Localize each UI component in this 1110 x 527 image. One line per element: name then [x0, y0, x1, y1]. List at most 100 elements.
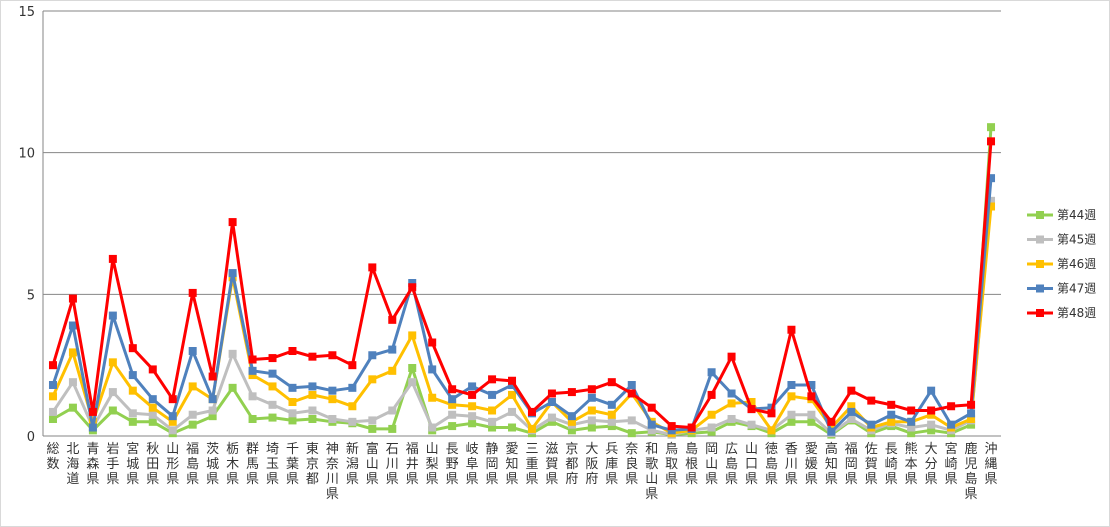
data-point: [747, 420, 756, 429]
data-point: [867, 396, 876, 405]
data-point: [348, 417, 357, 426]
x-tick-label: 宮城県: [126, 441, 139, 487]
data-point: [108, 388, 117, 397]
data-point: [787, 410, 796, 419]
data-point: [488, 406, 497, 415]
data-point: [448, 422, 457, 431]
data-point: [288, 409, 297, 418]
data-point: [547, 417, 556, 426]
x-tick-label: 熊本県: [905, 441, 918, 487]
data-point: [408, 283, 417, 292]
x-tick-label: 秋田県: [146, 442, 159, 487]
data-point: [587, 406, 596, 415]
data-point: [408, 364, 417, 372]
data-point: [927, 386, 936, 395]
data-point: [787, 381, 796, 389]
data-point: [627, 389, 636, 398]
data-point: [248, 371, 257, 380]
x-tick-label: 栃木県: [226, 442, 239, 487]
data-point: [508, 407, 517, 416]
legend-label: 第45週: [1057, 233, 1096, 247]
data-point: [488, 423, 497, 432]
series-line-5: [51, 141, 993, 429]
data-point: [887, 417, 896, 426]
data-point: [707, 423, 716, 432]
data-point: [248, 355, 257, 364]
data-point: [328, 351, 337, 360]
data-point: [288, 398, 297, 406]
data-point: [987, 202, 996, 211]
data-point: [707, 427, 716, 436]
data-point: [128, 344, 137, 353]
x-tick-label: 千葉県: [286, 442, 299, 487]
legend-swatch-marker: [1036, 309, 1044, 317]
data-point: [967, 415, 976, 423]
data-point: [408, 279, 417, 287]
data-point: [48, 381, 57, 389]
x-tick-label: 兵庫県: [605, 442, 618, 487]
data-point: [807, 410, 816, 419]
data-point: [168, 395, 177, 404]
x-tick-label: 奈良県: [625, 442, 638, 487]
legend-label: 第44週: [1057, 208, 1096, 222]
x-tick-label: 山口県: [745, 442, 758, 487]
data-point: [208, 372, 217, 381]
data-point: [508, 376, 517, 385]
x-tick-label: 長野県: [446, 442, 459, 487]
x-tick-label: 静岡県: [486, 442, 499, 487]
x-tick-label: 京都府: [565, 442, 578, 487]
data-point: [48, 361, 57, 370]
data-point: [727, 399, 736, 408]
data-point: [727, 415, 736, 423]
data-point: [747, 405, 756, 414]
data-point: [827, 427, 836, 436]
x-tick-label: 岩手県: [106, 442, 119, 487]
data-point: [188, 288, 197, 297]
data-point: [168, 426, 177, 435]
legend-swatch-marker: [1036, 260, 1044, 268]
x-tick-label: 茨城県: [206, 442, 219, 487]
data-point: [567, 417, 576, 426]
data-point: [587, 385, 596, 394]
x-tick-label: 佐賀県: [865, 442, 878, 487]
data-point: [807, 381, 816, 389]
data-point: [488, 417, 497, 426]
legend-label: 第48週: [1057, 306, 1096, 320]
data-point: [208, 395, 217, 404]
data-point: [727, 352, 736, 361]
data-point: [847, 415, 856, 423]
data-point: [787, 392, 796, 401]
data-point: [787, 417, 796, 426]
data-point: [987, 123, 996, 132]
data-point: [967, 420, 976, 429]
legend-label: 第47週: [1057, 282, 1096, 296]
data-point: [488, 390, 497, 399]
data-point: [607, 410, 616, 419]
data-point: [448, 385, 457, 394]
data-point: [707, 368, 716, 377]
x-tick-label: 和歌山県: [645, 442, 658, 502]
data-point: [168, 412, 177, 421]
data-point: [767, 409, 776, 418]
data-point: [627, 416, 636, 425]
data-point: [488, 375, 497, 384]
data-point: [787, 325, 796, 334]
x-tick-label: 岐阜県: [466, 442, 479, 487]
data-point: [48, 407, 57, 416]
x-tick-label: 福井県: [406, 442, 419, 487]
x-tick-label: 三重県: [525, 442, 538, 487]
data-point: [128, 417, 137, 426]
data-point: [987, 196, 996, 205]
data-point: [348, 402, 357, 411]
data-point: [188, 347, 197, 355]
data-point: [68, 348, 77, 357]
data-point: [48, 392, 57, 401]
data-point: [827, 417, 836, 426]
x-tick-label: 北海道: [66, 442, 79, 487]
data-point: [348, 383, 357, 392]
x-tick-label: 香川県: [785, 442, 798, 487]
x-tick-label: 埼玉県: [266, 442, 279, 487]
data-point: [967, 409, 976, 418]
data-point: [368, 424, 377, 433]
